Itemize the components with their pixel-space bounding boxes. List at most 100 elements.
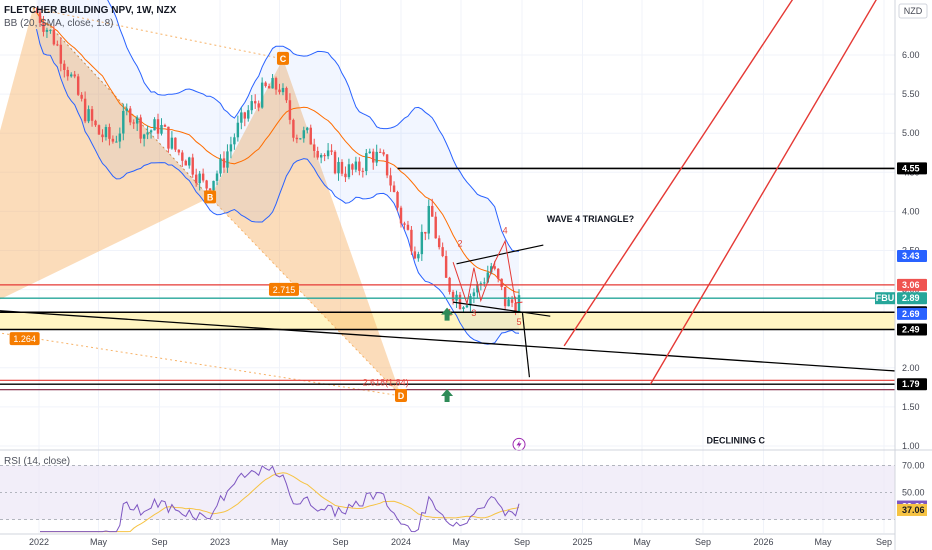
wave-zigzag [452, 239, 523, 306]
wave-label-2: 2 [458, 239, 463, 249]
price-tag-3-06: 3.06 [897, 278, 927, 291]
candle-body [406, 224, 410, 230]
candle-body [451, 291, 455, 301]
candle-body [278, 89, 281, 93]
candle-body [375, 151, 378, 163]
price-tag-box [897, 162, 927, 175]
wave-label-4: 4 [503, 225, 508, 235]
pattern-point-b: B [204, 190, 217, 204]
x-tick-label: Sep [332, 537, 348, 547]
x-tick-label: 2022 [29, 537, 49, 547]
pattern-point-badge [395, 388, 407, 402]
price-tag-box [897, 378, 927, 391]
triangle-upper-line [456, 244, 544, 265]
candle-body [63, 63, 66, 71]
candle-body [70, 74, 73, 77]
price-tag-2-69: 2.69 [897, 307, 927, 320]
candle-body [281, 87, 285, 93]
candle-body [340, 161, 344, 174]
candle-body [372, 151, 375, 163]
candle-body [444, 256, 448, 278]
candle-body [205, 180, 208, 189]
candle-body [431, 205, 434, 217]
candle-body [361, 170, 365, 172]
candle-body [483, 282, 486, 284]
candle-body [177, 149, 181, 153]
price-tag-3-43: 3.43 [897, 249, 927, 262]
candle-body [420, 231, 424, 255]
candle-body [132, 122, 135, 124]
candle-body [382, 152, 385, 155]
bollinger-fill [36, 0, 519, 345]
ratio-label: 2.618(1.84) [363, 378, 409, 388]
wave-label-3: 3 [471, 308, 476, 318]
candle-body [226, 151, 229, 168]
price-tag-2-49: 2.49 [897, 323, 927, 336]
candle-body [215, 173, 219, 181]
candle-body [465, 305, 469, 308]
lightning-icon[interactable] [512, 437, 526, 451]
rsi-tick-label: 50.00 [902, 488, 925, 498]
candle-body [45, 29, 49, 32]
y-tick-label: 1.50 [902, 402, 920, 412]
pattern-point-badge [204, 190, 217, 204]
candle-body [378, 151, 382, 153]
candle-body [149, 130, 153, 133]
symbol-legend: FLETCHER BUILDING NPV, 1W, NZX [4, 5, 176, 16]
candle-body [153, 119, 156, 131]
rsi-ma-box [897, 503, 927, 516]
candle-body [97, 125, 101, 135]
candle-body [326, 150, 330, 157]
ratio-label-text: 1.264 [13, 334, 36, 344]
y-tick-label: 2.00 [902, 363, 920, 373]
candle-body [76, 76, 80, 95]
candle-body [142, 134, 146, 139]
candle-body [250, 101, 253, 111]
currency-badge-box [898, 3, 928, 19]
bollinger-upper [107, 0, 520, 252]
candle-body [486, 272, 489, 283]
x-tick-label: May [271, 537, 289, 547]
indicator-line: BB (20, SMA, close, 1.8) [4, 18, 114, 29]
bollinger-basis [36, 11, 520, 293]
buy-arrow-icon [441, 307, 454, 321]
symbol-tag-label: FBU [876, 293, 895, 303]
y-tick-label: 5.00 [902, 128, 920, 138]
currency-badge: NZD [898, 3, 928, 19]
y-tick-label: 4.00 [902, 206, 920, 216]
price-tag-box [897, 307, 927, 320]
x-tick-label: May [90, 537, 108, 547]
candle-body [184, 160, 187, 166]
pattern-dotted-bd [209, 196, 402, 397]
price-tag-text: 3.43 [902, 251, 920, 261]
candle-body [233, 137, 236, 145]
candle-body [295, 137, 299, 140]
candle-body [108, 127, 111, 139]
candle-body [236, 122, 240, 138]
candle-body [434, 216, 437, 239]
candle-body [66, 70, 69, 77]
candle-body [517, 295, 521, 312]
candle-body [514, 302, 517, 312]
rsi-tick-label: 70.00 [902, 461, 925, 471]
candle-body [503, 286, 507, 307]
candle-body [163, 124, 167, 127]
candle-body [170, 137, 174, 149]
candle-body [94, 120, 97, 126]
symbol-line: FLETCHER BUILDING NPV, 1W, NZX [4, 5, 177, 16]
candle-body [490, 266, 493, 273]
candle-body [368, 151, 371, 154]
candle-body [222, 158, 226, 168]
ratio-label-text: 2.715 [273, 285, 296, 295]
candle-body [212, 180, 215, 191]
candle-body [458, 294, 462, 310]
candle-body [344, 173, 347, 178]
price-tag-text: 2.89 [902, 293, 920, 303]
candle-body [260, 82, 264, 108]
candle-body [247, 110, 250, 119]
triangle-lower-line [452, 301, 551, 317]
x-tick-label: Sep [151, 537, 167, 547]
candle-body [49, 29, 52, 31]
x-tick-label: May [633, 537, 651, 547]
